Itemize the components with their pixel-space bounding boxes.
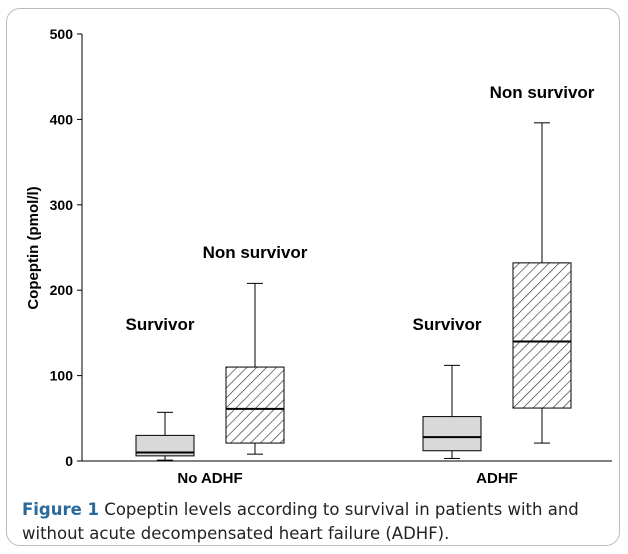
frame <box>6 8 620 546</box>
y-tick-label: 400 <box>50 111 74 127</box>
series-label: Survivor <box>126 315 195 334</box>
x-tick-label: No ADHF <box>177 470 242 487</box>
caption-text: Copeptin levels according to survival in… <box>22 500 579 543</box>
x-tick-label: ADHF <box>476 470 518 487</box>
series-label: Non survivor <box>490 83 595 102</box>
series-label: Survivor <box>413 315 482 334</box>
y-tick-label: 200 <box>50 282 74 298</box>
y-tick-label: 300 <box>50 197 74 213</box>
y-tick-label: 100 <box>50 368 74 384</box>
y-axis-label: Copeptin (pmol/l) <box>25 186 42 309</box>
box <box>422 416 482 452</box>
caption-label: Figure 1 <box>22 500 100 519</box>
series-label: Non survivor <box>203 243 308 262</box>
chart: Copeptin (pmol/l) 0 100 200 300 400 500 No ADH… <box>25 26 612 487</box>
y-tick-label: 500 <box>50 26 74 42</box>
caption: Figure 1 Copeptin levels according to su… <box>22 498 618 546</box>
box <box>225 366 285 444</box>
box <box>512 262 572 409</box>
box <box>135 434 195 457</box>
y-tick-label: 0 <box>65 453 73 469</box>
